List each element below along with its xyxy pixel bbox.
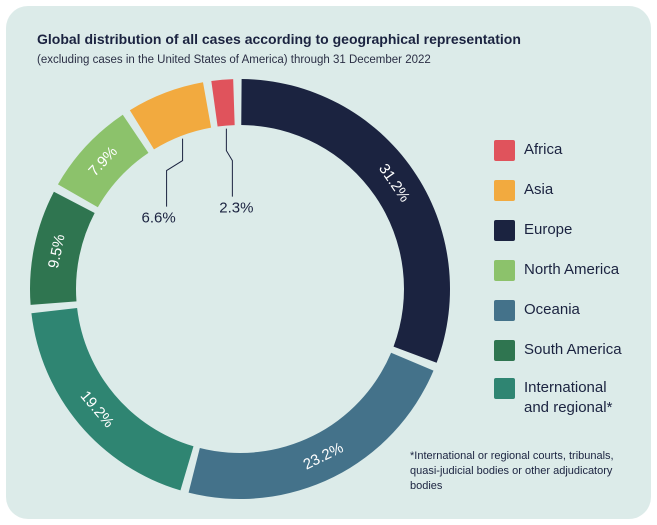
legend-label-south-america: South America [524,341,622,358]
legend-swatch-south-america [494,340,515,361]
legend-item-oceania: Oceania [494,300,634,321]
legend-swatch-africa [494,140,515,161]
legend-swatch-asia [494,180,515,201]
legend-item-north-america: North America [494,260,634,281]
legend-label-asia: Asia [524,181,554,198]
leader-line-asia [166,138,184,207]
chart-subtitle: (excluding cases in the United States of… [37,54,431,66]
slice-asia [129,82,212,150]
legend-swatch-north-america [494,260,515,281]
legend-label-africa: Africa [524,141,563,158]
legend-item-international-regional: International and regional* [494,378,634,418]
legend-swatch-international-regional [494,378,515,399]
donut-slices [29,79,450,500]
slice-europe [241,79,450,363]
legend-label-oceania: Oceania [524,301,580,318]
slice-label-africa: 2.3% [219,200,253,217]
leader-line-africa [225,128,233,197]
slice-africa [211,79,235,127]
legend-label-north-america: North America [524,261,620,278]
slice-label-south-america: 9.5% [45,233,69,270]
slice-oceania [188,352,434,500]
legend-label-europe: Europe [524,221,573,238]
legend-item-asia: Asia [494,180,634,201]
legend-item-south-america: South America [494,340,634,361]
slice-south-america [29,191,95,305]
leader-lines [166,128,233,207]
legend-label-international-regional: International and regional* [524,379,613,416]
chart-title: Global distribution of all cases accordi… [37,31,521,47]
legend-swatch-oceania [494,300,515,321]
slice-international-and-regional [31,307,194,491]
slice-north-america [57,114,149,208]
slice-label-asia: 6.6% [141,210,175,227]
legend-item-europe: Europe [494,220,634,241]
footnote: *International or regional courts, tribu… [410,450,614,492]
legend-item-africa: Africa [494,140,634,161]
legend-swatch-europe [494,220,515,241]
